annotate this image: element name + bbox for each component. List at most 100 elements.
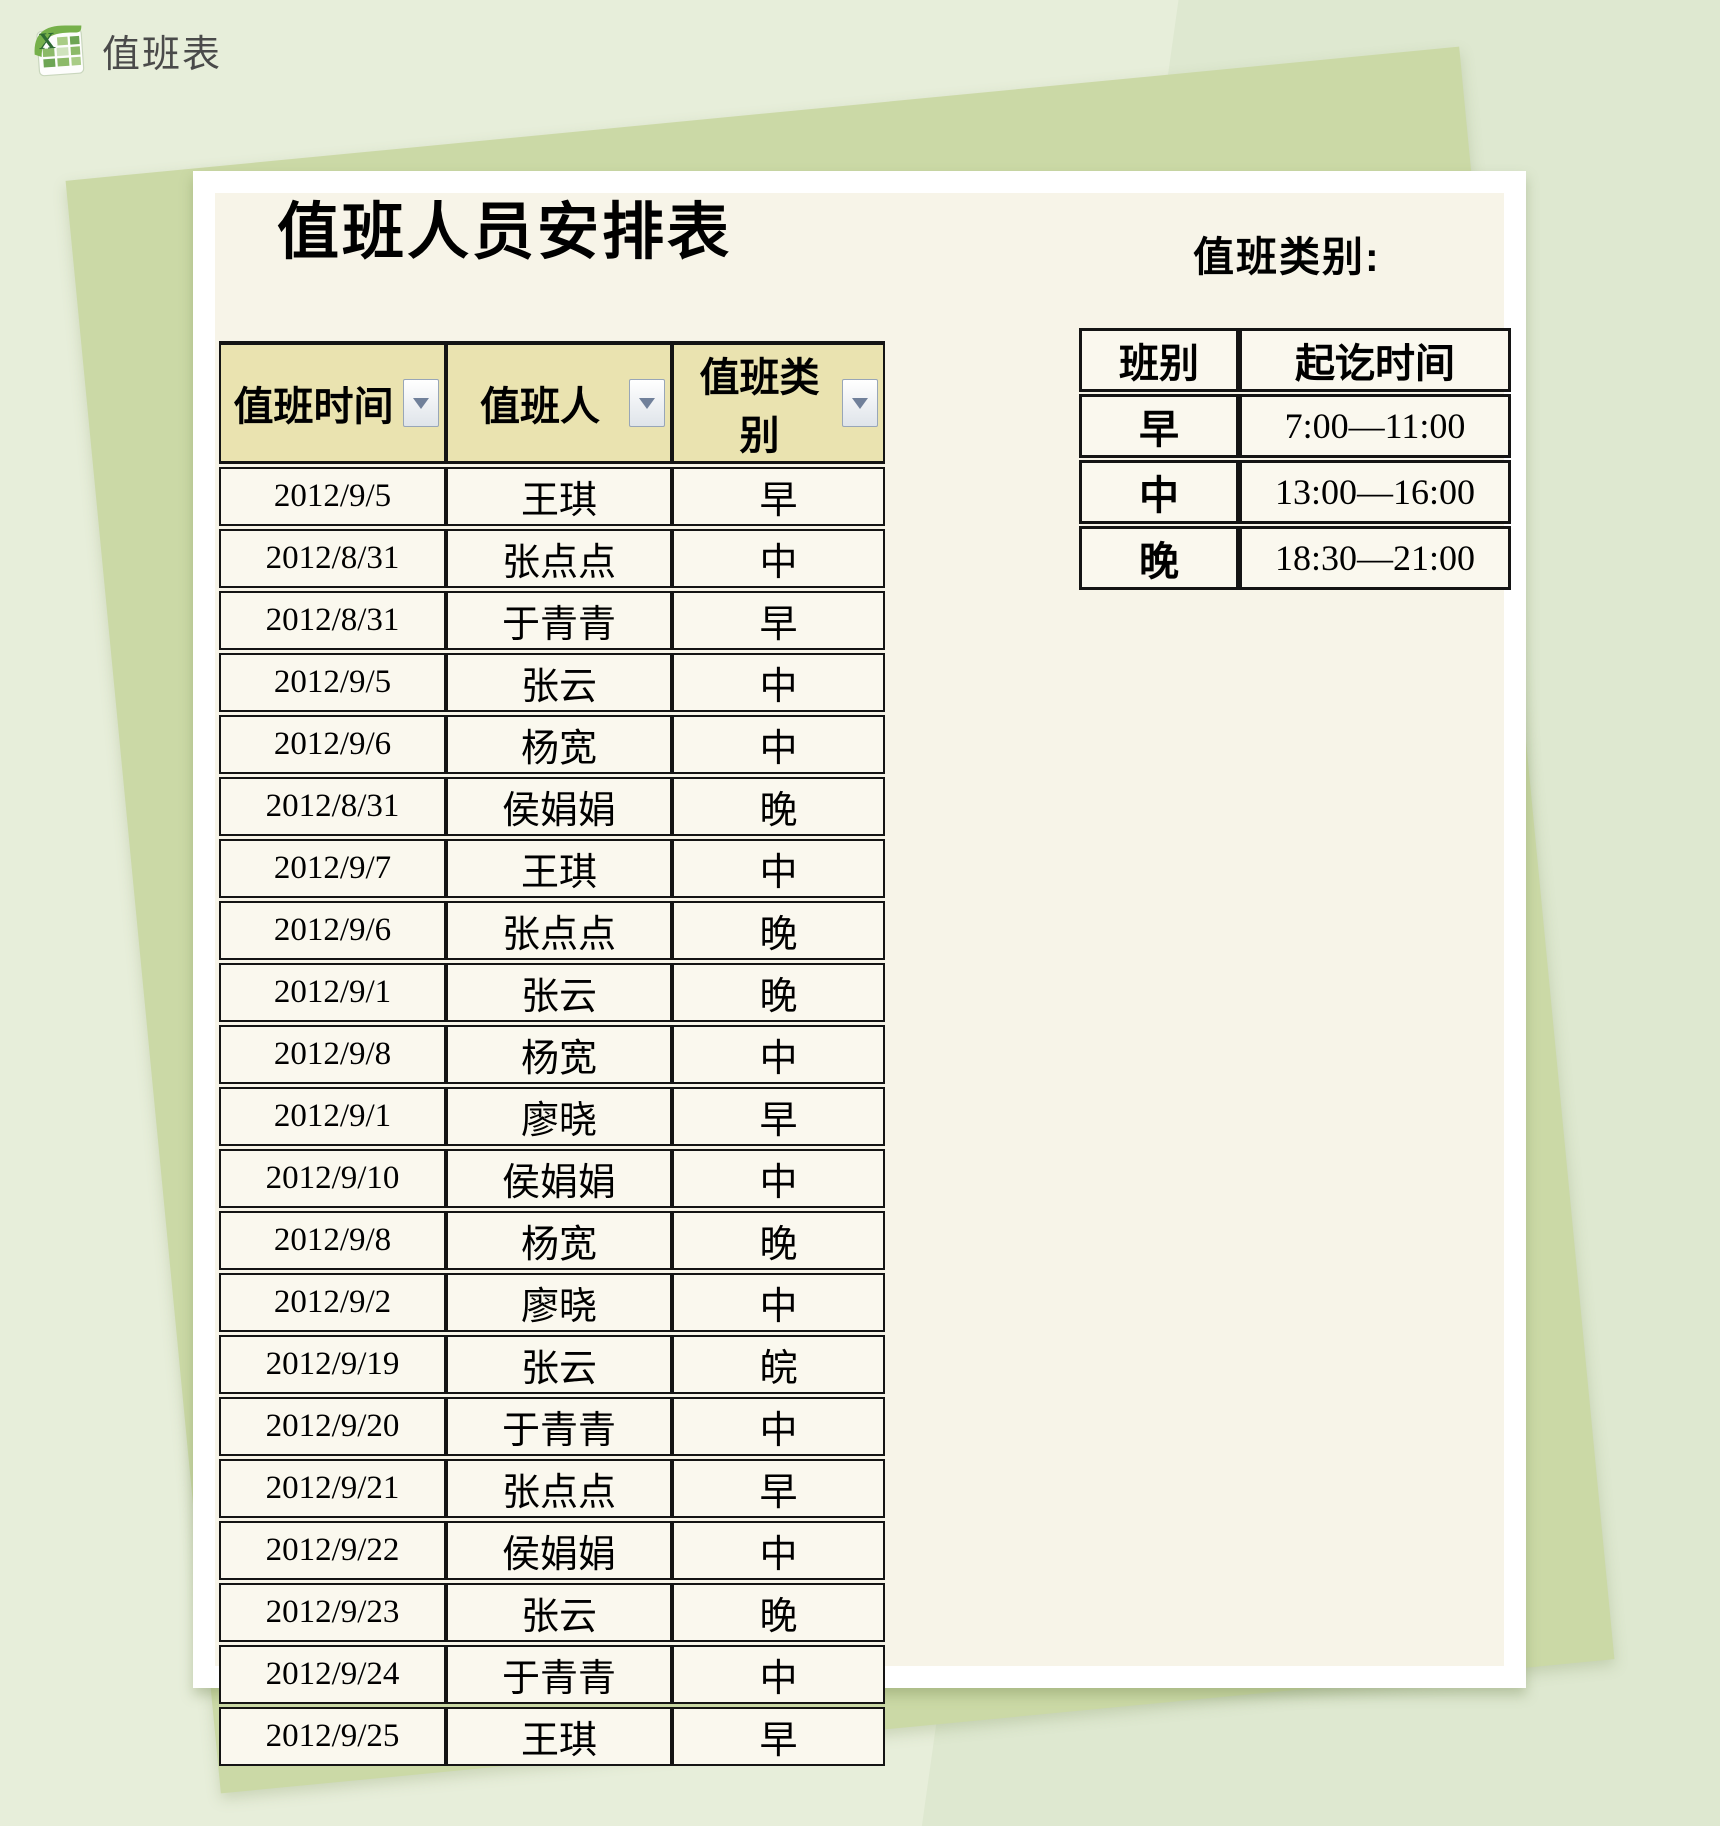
duty-person-cell: 张点点 bbox=[446, 901, 672, 960]
duty-date-cell: 2012/9/6 bbox=[219, 901, 446, 960]
duty-person-cell: 张云 bbox=[446, 963, 672, 1022]
duty-date-cell: 2012/8/31 bbox=[219, 529, 446, 588]
app-title: 值班表 bbox=[102, 33, 223, 76]
duty-date-cell: 2012/9/8 bbox=[219, 1211, 446, 1270]
duty-category-cell: 晚 bbox=[672, 963, 885, 1022]
duty-category-cell: 中 bbox=[672, 653, 885, 712]
column-header-duty-category: 值班类别 bbox=[672, 341, 885, 464]
duty-category-cell: 中 bbox=[672, 1521, 885, 1580]
legend-time-cell: 7:00—11:00 bbox=[1239, 394, 1511, 458]
duty-category-cell: 晚 bbox=[672, 901, 885, 960]
duty-date-cell: 2012/9/1 bbox=[219, 963, 446, 1022]
duty-person-cell: 杨宽 bbox=[446, 1025, 672, 1084]
duty-person-cell: 杨宽 bbox=[446, 1211, 672, 1270]
duty-category-cell: 中 bbox=[672, 529, 885, 588]
duty-category-cell: 中 bbox=[672, 1025, 885, 1084]
filter-dropdown-button[interactable] bbox=[842, 379, 878, 427]
column-header-duty-date: 值班时间 bbox=[219, 341, 446, 464]
table-row: 2012/9/8 杨宽 晚 bbox=[219, 1211, 885, 1270]
duty-person-cell: 于青青 bbox=[446, 1645, 672, 1704]
duty-date-cell: 2012/9/7 bbox=[219, 839, 446, 898]
filter-dropdown-button[interactable] bbox=[403, 379, 439, 427]
duty-date-cell: 2012/9/1 bbox=[219, 1087, 446, 1146]
worksheet-content: 值班人员安排表 值班时间 值班人 值班类别 bbox=[215, 193, 1511, 1766]
table-row: 2012/9/24 于青青 中 bbox=[219, 1645, 885, 1704]
duty-category-cell: 中 bbox=[672, 1273, 885, 1332]
legend-header-row: 班别 起讫时间 bbox=[1079, 328, 1511, 392]
table-row: 2012/9/7 王琪 中 bbox=[219, 839, 885, 898]
legend-title: 值班类别: bbox=[1193, 234, 1381, 280]
table-row: 2012/9/23 张云 晚 bbox=[219, 1583, 885, 1642]
excel-icon: X bbox=[30, 22, 86, 78]
legend-time-cell: 18:30—21:00 bbox=[1239, 526, 1511, 590]
table-row: 2012/9/19 张云 皖 bbox=[219, 1335, 885, 1394]
duty-date-cell: 2012/8/31 bbox=[219, 777, 446, 836]
table-row: 2012/9/5 张云 中 bbox=[219, 653, 885, 712]
table-row: 2012/9/6 杨宽 中 bbox=[219, 715, 885, 774]
filter-dropdown-button[interactable] bbox=[629, 379, 665, 427]
table-row: 2012/8/31 张点点 中 bbox=[219, 529, 885, 588]
legend-shift-cell: 晚 bbox=[1079, 526, 1239, 590]
duty-roster-header-row: 值班时间 值班人 值班类别 bbox=[219, 341, 885, 464]
duty-person-cell: 张点点 bbox=[446, 529, 672, 588]
duty-category-cell: 中 bbox=[672, 1645, 885, 1704]
shift-legend-table: 班别 起讫时间 早 7:00—11:00 中 13:00—16:00 晚 18:… bbox=[1079, 326, 1511, 592]
chevron-down-icon bbox=[639, 397, 655, 409]
duty-person-cell: 侯娟娟 bbox=[446, 777, 672, 836]
duty-person-cell: 侯娟娟 bbox=[446, 1149, 672, 1208]
duty-date-cell: 2012/9/23 bbox=[219, 1583, 446, 1642]
table-row: 2012/9/1 廖晓 早 bbox=[219, 1087, 885, 1146]
duty-date-cell: 2012/9/6 bbox=[219, 715, 446, 774]
table-row: 2012/9/21 张点点 早 bbox=[219, 1459, 885, 1518]
duty-date-cell: 2012/8/31 bbox=[219, 591, 446, 650]
duty-category-cell: 中 bbox=[672, 715, 885, 774]
duty-person-cell: 王琪 bbox=[446, 839, 672, 898]
chevron-down-icon bbox=[413, 397, 429, 409]
table-row: 2012/9/20 于青青 中 bbox=[219, 1397, 885, 1456]
duty-person-cell: 于青青 bbox=[446, 1397, 672, 1456]
duty-date-cell: 2012/9/19 bbox=[219, 1335, 446, 1394]
legend-shift-cell: 早 bbox=[1079, 394, 1239, 458]
column-header-label: 值班类别 bbox=[699, 356, 820, 458]
column-header-duty-person: 值班人 bbox=[446, 341, 672, 464]
chevron-down-icon bbox=[852, 397, 868, 409]
duty-person-cell: 张云 bbox=[446, 1335, 672, 1394]
legend-row: 中 13:00—16:00 bbox=[1079, 460, 1511, 524]
duty-category-cell: 晚 bbox=[672, 1211, 885, 1270]
header-bar: X 值班表 bbox=[30, 22, 222, 78]
duty-category-cell: 早 bbox=[672, 1087, 885, 1146]
duty-person-cell: 于青青 bbox=[446, 591, 672, 650]
table-row: 2012/9/5 王琪 早 bbox=[219, 467, 885, 526]
svg-text:X: X bbox=[38, 28, 57, 55]
legend-shift-cell: 中 bbox=[1079, 460, 1239, 524]
table-row: 2012/9/22 侯娟娟 中 bbox=[219, 1521, 885, 1580]
table-row: 2012/9/10 侯娟娟 中 bbox=[219, 1149, 885, 1208]
duty-category-cell: 早 bbox=[672, 591, 885, 650]
duty-date-cell: 2012/9/22 bbox=[219, 1521, 446, 1580]
duty-date-cell: 2012/9/21 bbox=[219, 1459, 446, 1518]
duty-category-cell: 中 bbox=[672, 1397, 885, 1456]
table-row: 2012/9/2 廖晓 中 bbox=[219, 1273, 885, 1332]
duty-person-cell: 侯娟娟 bbox=[446, 1521, 672, 1580]
duty-date-cell: 2012/9/5 bbox=[219, 653, 446, 712]
legend-row: 早 7:00—11:00 bbox=[1079, 394, 1511, 458]
duty-category-cell: 皖 bbox=[672, 1335, 885, 1394]
legend-time-cell: 13:00—16:00 bbox=[1239, 460, 1511, 524]
duty-date-cell: 2012/9/5 bbox=[219, 467, 446, 526]
column-header-label: 值班时间 bbox=[233, 385, 394, 429]
duty-person-cell: 廖晓 bbox=[446, 1087, 672, 1146]
duty-roster-table: 值班时间 值班人 值班类别 2012/9/5 bbox=[219, 338, 885, 1769]
duty-person-cell: 王琪 bbox=[446, 467, 672, 526]
duty-date-cell: 2012/9/20 bbox=[219, 1397, 446, 1456]
duty-category-cell: 中 bbox=[672, 839, 885, 898]
duty-category-cell: 早 bbox=[672, 1459, 885, 1518]
table-row: 2012/9/1 张云 晚 bbox=[219, 963, 885, 1022]
duty-category-cell: 晚 bbox=[672, 1583, 885, 1642]
duty-person-cell: 王琪 bbox=[446, 1707, 672, 1766]
duty-person-cell: 张云 bbox=[446, 1583, 672, 1642]
duty-category-cell: 早 bbox=[672, 467, 885, 526]
main-table-title: 值班人员安排表 bbox=[277, 198, 733, 267]
duty-person-cell: 张点点 bbox=[446, 1459, 672, 1518]
table-row: 2012/9/6 张点点 晚 bbox=[219, 901, 885, 960]
column-header-label: 值班人 bbox=[480, 385, 600, 429]
